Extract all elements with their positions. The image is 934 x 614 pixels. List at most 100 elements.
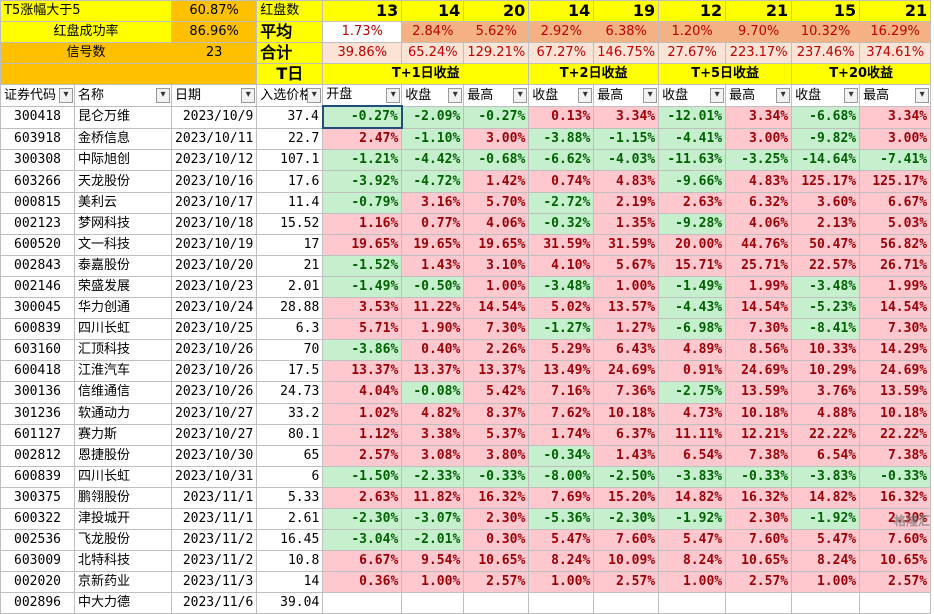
red-count-cell[interactable]: 14: [528, 0, 595, 23]
return-cell[interactable]: -4.72%: [401, 170, 465, 193]
total-cell[interactable]: 223.17%: [725, 42, 793, 65]
return-cell[interactable]: 16.32%: [725, 486, 793, 509]
red-count-cell[interactable]: 20: [463, 0, 530, 23]
stock-name-cell[interactable]: 京新药业: [74, 571, 172, 594]
return-cell[interactable]: 6.37%: [593, 423, 660, 446]
t5-gain-pct[interactable]: 60.87%: [170, 0, 258, 23]
average-cell[interactable]: 2.84%: [401, 21, 465, 44]
return-cell[interactable]: 6.32%: [725, 191, 793, 214]
return-cell[interactable]: 5.47%: [658, 529, 727, 552]
column-header-filter[interactable]: 最高: [463, 84, 530, 107]
return-cell[interactable]: -4.41%: [658, 127, 727, 151]
return-cell[interactable]: 24.69%: [725, 360, 793, 383]
total-cell[interactable]: 374.61%: [859, 42, 932, 65]
return-cell[interactable]: -6.68%: [791, 105, 861, 129]
return-cell[interactable]: 4.10%: [528, 254, 595, 277]
return-cell[interactable]: 10.18%: [859, 402, 932, 425]
return-cell[interactable]: 5.67%: [593, 254, 660, 277]
stock-name-cell[interactable]: 四川长虹: [74, 318, 172, 341]
total-label[interactable]: 合计: [256, 42, 324, 65]
return-cell[interactable]: 10.18%: [593, 402, 660, 425]
return-cell[interactable]: 13.37%: [401, 360, 465, 383]
return-cell[interactable]: 10.65%: [725, 550, 793, 573]
return-cell[interactable]: 10.65%: [463, 550, 530, 573]
return-cell[interactable]: 1.12%: [322, 423, 403, 446]
return-cell[interactable]: 0.77%: [401, 212, 465, 235]
date-cell[interactable]: 2023/10/24: [170, 297, 258, 320]
return-cell[interactable]: 24.69%: [593, 360, 660, 383]
return-cell[interactable]: 10.18%: [725, 402, 793, 425]
return-cell[interactable]: 5.02%: [528, 297, 595, 320]
stock-name-cell[interactable]: 北特科技: [74, 550, 172, 573]
return-cell[interactable]: 10.09%: [593, 550, 660, 573]
return-cell[interactable]: -8.00%: [528, 465, 595, 488]
total-cell[interactable]: 129.21%: [463, 42, 530, 65]
return-cell[interactable]: 26.71%: [859, 254, 932, 277]
entry-price-cell[interactable]: 24.73: [256, 381, 324, 404]
stock-code-cell[interactable]: 002536: [0, 529, 75, 552]
return-cell[interactable]: [528, 592, 595, 614]
red-count-cell[interactable]: 21: [725, 0, 793, 23]
stock-name-cell[interactable]: 鹏翎股份: [74, 486, 172, 509]
return-cell[interactable]: 13.37%: [463, 360, 530, 383]
return-cell[interactable]: 10.33%: [791, 339, 861, 362]
stock-code-cell[interactable]: 002896: [0, 592, 75, 614]
return-cell[interactable]: 7.16%: [528, 381, 595, 404]
red-count-label[interactable]: 红盘数: [256, 0, 324, 23]
return-cell[interactable]: 3.60%: [791, 191, 861, 214]
return-cell[interactable]: 1.35%: [593, 212, 660, 235]
stock-name-cell[interactable]: 软通动力: [74, 402, 172, 425]
return-cell[interactable]: 13.59%: [725, 381, 793, 404]
return-cell[interactable]: 6.54%: [791, 444, 861, 467]
stock-name-cell[interactable]: 飞龙股份: [74, 529, 172, 552]
return-cell[interactable]: 4.89%: [658, 339, 727, 362]
stock-name-cell[interactable]: 恩捷股份: [74, 444, 172, 467]
group-t2[interactable]: T+2日收益: [528, 63, 660, 86]
stock-name-cell[interactable]: 美利云: [74, 191, 172, 214]
return-cell[interactable]: 24.69%: [859, 360, 932, 383]
return-cell[interactable]: 5.29%: [528, 339, 595, 362]
return-cell[interactable]: 13.49%: [528, 360, 595, 383]
return-cell[interactable]: -1.10%: [401, 127, 465, 151]
date-cell[interactable]: 2023/10/27: [170, 423, 258, 446]
average-cell[interactable]: 1.20%: [658, 21, 727, 44]
return-cell[interactable]: -2.09%: [401, 105, 465, 129]
return-cell[interactable]: 1.00%: [791, 571, 861, 594]
return-cell[interactable]: -0.79%: [322, 191, 403, 214]
return-cell[interactable]: 2.57%: [463, 571, 530, 594]
stock-code-cell[interactable]: 002020: [0, 571, 75, 594]
stock-code-cell[interactable]: 002843: [0, 254, 75, 277]
return-cell[interactable]: -4.42%: [401, 149, 465, 172]
entry-price-cell[interactable]: 2.01: [256, 275, 324, 299]
return-cell[interactable]: 7.60%: [859, 529, 932, 552]
stock-code-cell[interactable]: 000815: [0, 191, 75, 214]
return-cell[interactable]: -0.32%: [528, 212, 595, 235]
return-cell[interactable]: 1.42%: [463, 170, 530, 193]
return-cell[interactable]: -9.66%: [658, 170, 727, 193]
return-cell[interactable]: 4.88%: [791, 402, 861, 425]
return-cell[interactable]: 5.03%: [859, 212, 932, 235]
stock-code-cell[interactable]: 300418: [0, 105, 75, 129]
date-cell[interactable]: 2023/10/26: [170, 339, 258, 362]
return-cell[interactable]: 13.37%: [322, 360, 403, 383]
stock-name-cell[interactable]: 江淮汽车: [74, 360, 172, 383]
return-cell[interactable]: 10.65%: [859, 550, 932, 573]
return-cell[interactable]: 3.10%: [463, 254, 530, 277]
date-cell[interactable]: 2023/11/1: [170, 507, 258, 531]
return-cell[interactable]: 1.43%: [593, 444, 660, 467]
return-cell[interactable]: 11.82%: [401, 486, 465, 509]
return-cell[interactable]: -1.52%: [322, 254, 403, 277]
return-cell[interactable]: 8.24%: [528, 550, 595, 573]
return-cell[interactable]: 6.67%: [859, 191, 932, 214]
return-cell[interactable]: -2.50%: [593, 465, 660, 488]
return-cell[interactable]: [463, 592, 530, 614]
date-cell[interactable]: 2023/11/6: [170, 592, 258, 614]
return-cell[interactable]: 14.54%: [463, 297, 530, 320]
return-cell[interactable]: 1.74%: [528, 423, 595, 446]
stock-code-cell[interactable]: 600322: [0, 507, 75, 531]
return-cell[interactable]: -1.92%: [791, 507, 861, 531]
return-cell[interactable]: -7.41%: [859, 149, 932, 172]
signal-count-value[interactable]: 23: [170, 42, 258, 65]
return-cell[interactable]: [725, 592, 793, 614]
return-cell[interactable]: 1.00%: [658, 571, 727, 594]
